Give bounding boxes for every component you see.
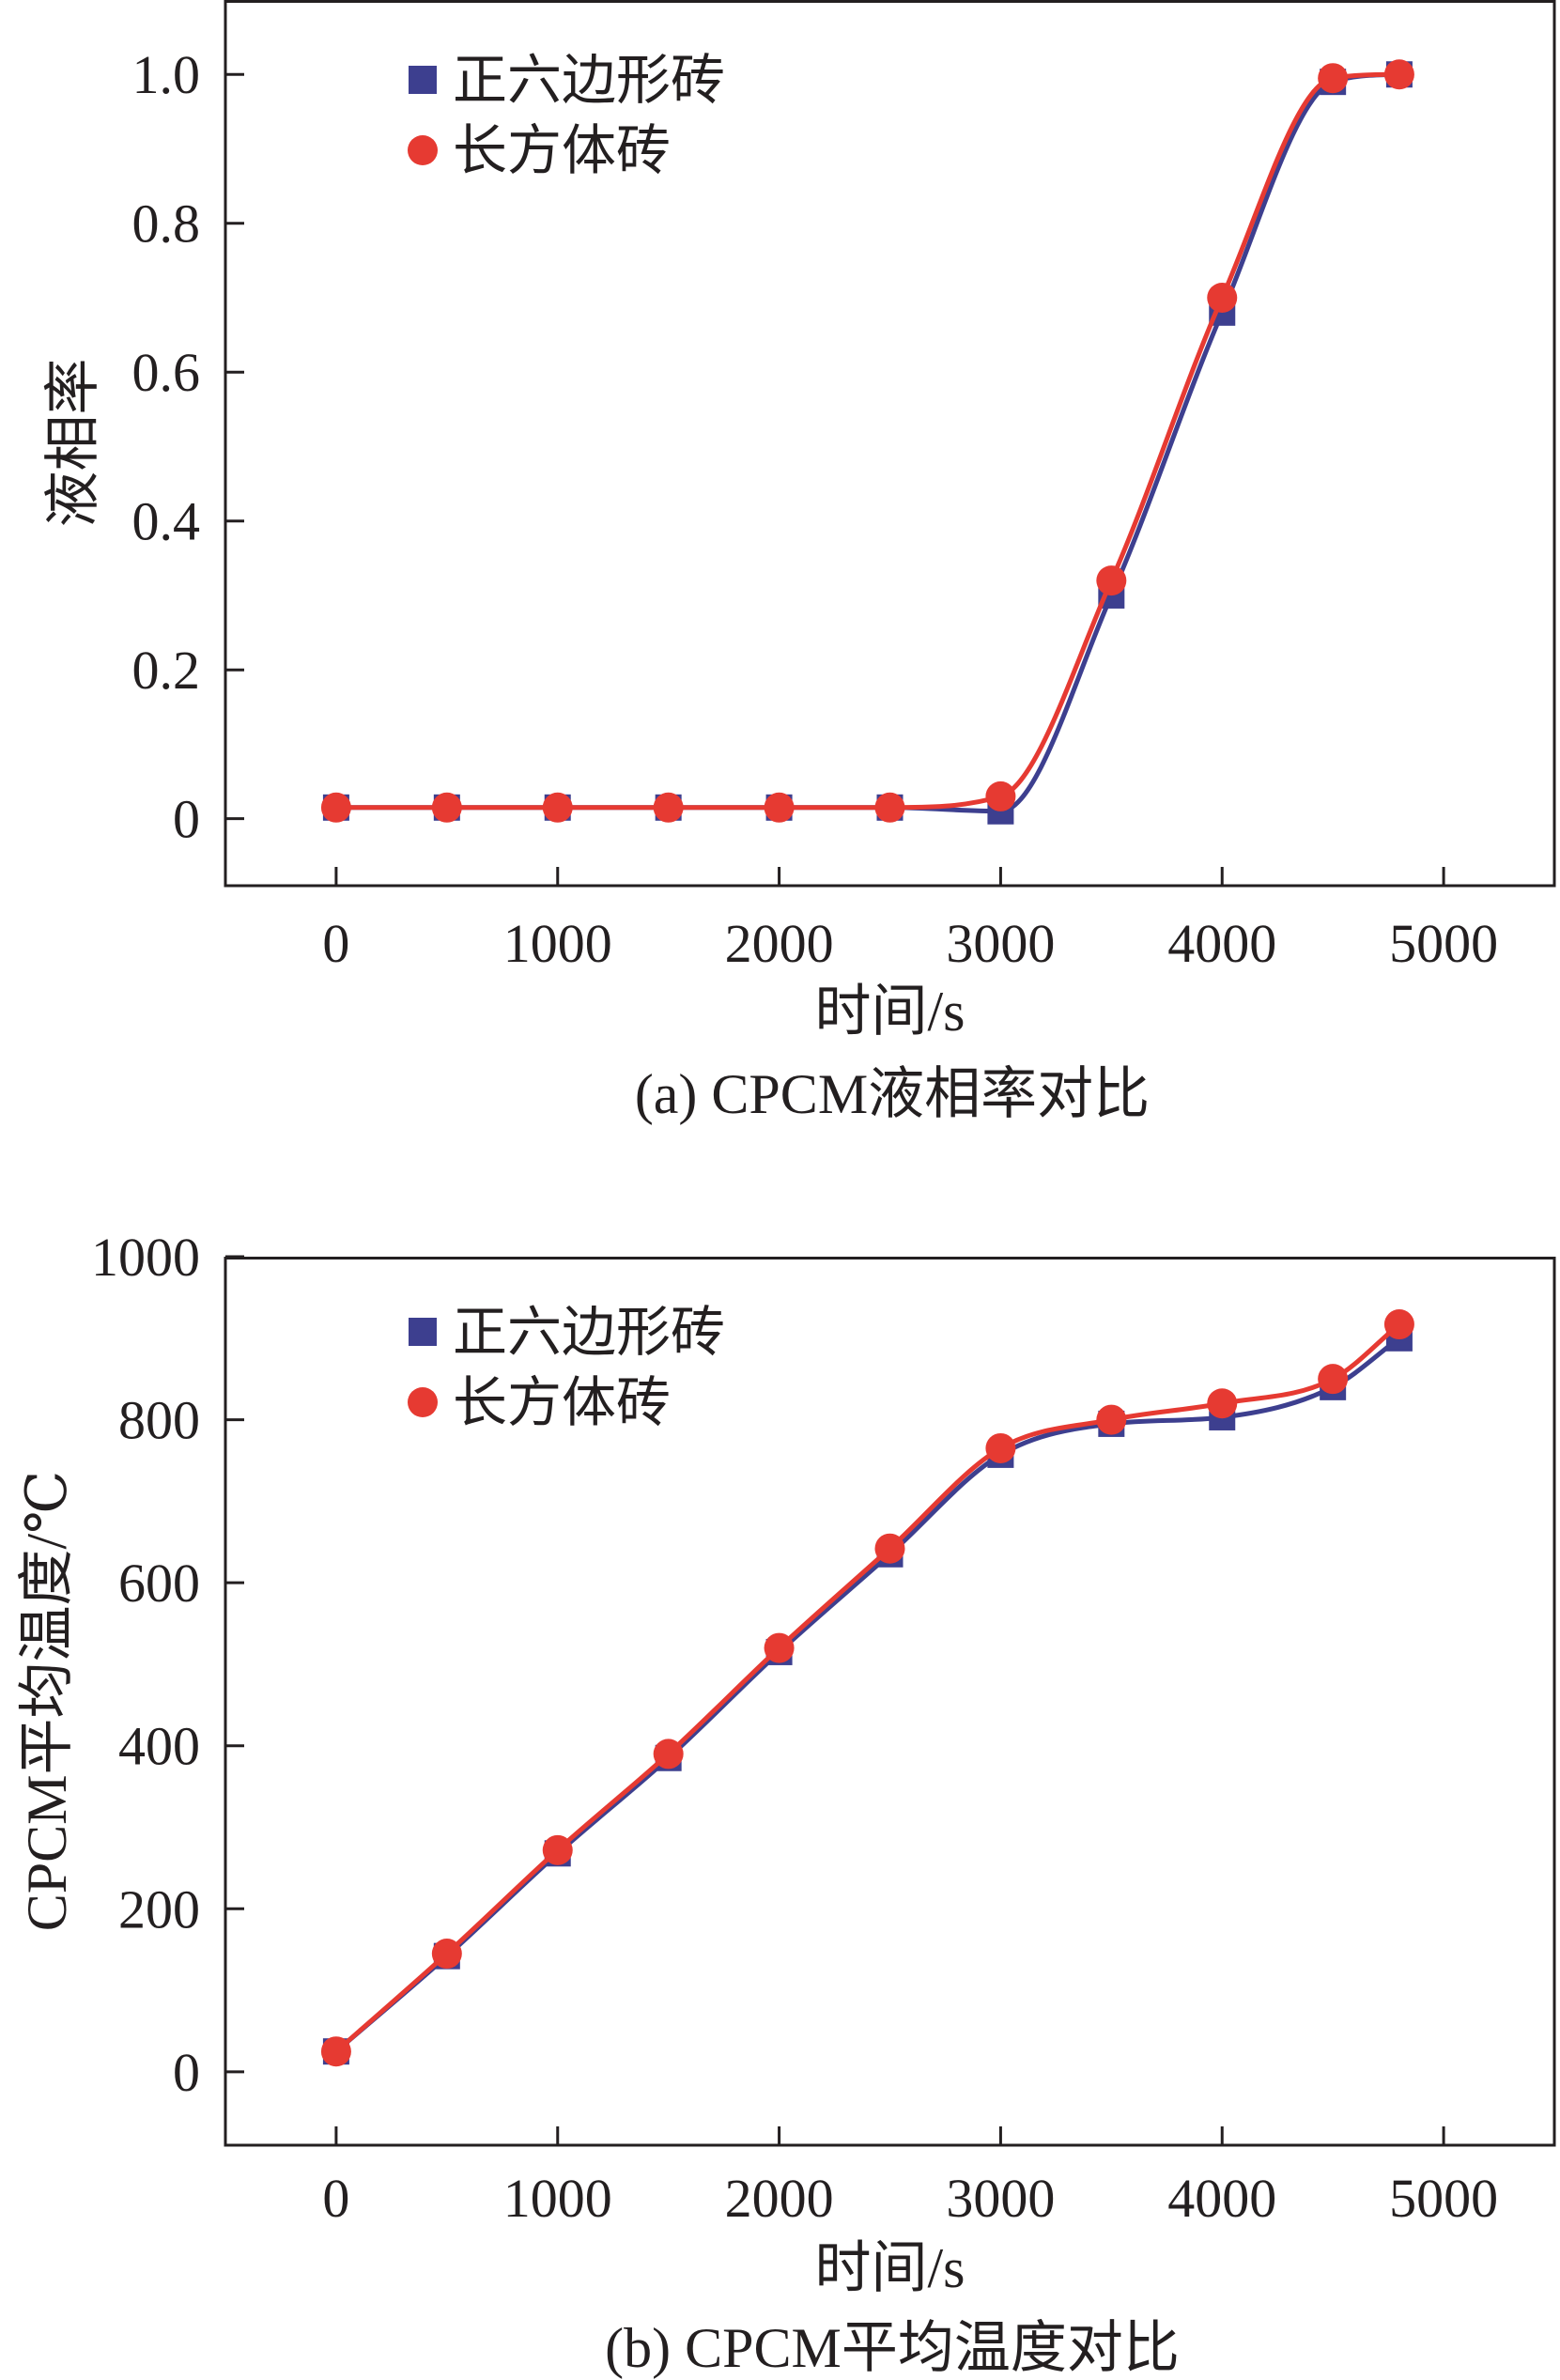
y-tick-label: 1.0 bbox=[132, 44, 201, 105]
chart-caption: (a) CPCM液相率对比 bbox=[635, 1063, 1150, 1125]
data-point-rectangle bbox=[431, 792, 462, 823]
data-point-rectangle bbox=[1383, 1309, 1414, 1340]
x-tick-label: 4000 bbox=[1167, 2168, 1276, 2229]
data-point-rectangle bbox=[1318, 1364, 1349, 1395]
data-point-rectangle bbox=[985, 1432, 1016, 1463]
data-point-rectangle bbox=[320, 2036, 351, 2067]
x-tick-label: 1000 bbox=[503, 2168, 612, 2229]
x-tick-label: 5000 bbox=[1389, 2168, 1498, 2229]
series-line-hexagon bbox=[335, 71, 1400, 814]
legend-label-hexagon: 正六边形砖 bbox=[453, 48, 725, 112]
y-tick-label: 1000 bbox=[91, 1227, 200, 1288]
x-tick-label: 5000 bbox=[1389, 913, 1498, 974]
y-tick-label: 600 bbox=[118, 1553, 200, 1614]
data-point-rectangle bbox=[1096, 565, 1127, 596]
data-point-rectangle bbox=[431, 1939, 462, 1970]
legend-marker-hexagon bbox=[409, 1318, 437, 1346]
x-tick-label: 3000 bbox=[946, 2168, 1055, 2229]
data-point-rectangle bbox=[985, 780, 1016, 811]
data-point-rectangle bbox=[542, 792, 573, 823]
data-point-rectangle bbox=[1318, 63, 1349, 94]
x-axis-label: 时间/s bbox=[814, 981, 965, 1043]
legend-label-hexagon: 正六边形砖 bbox=[453, 1300, 725, 1364]
data-point-rectangle bbox=[1207, 282, 1238, 313]
chart-caption: (b) CPCM平均温度对比 bbox=[605, 2317, 1180, 2379]
x-tick-label: 3000 bbox=[946, 913, 1055, 974]
x-tick-label: 2000 bbox=[725, 2168, 834, 2229]
y-tick-label: 0.8 bbox=[132, 193, 201, 255]
y-tick-label: 0.4 bbox=[132, 491, 201, 552]
plot-frame bbox=[224, 0, 1556, 888]
data-point-rectangle bbox=[1383, 59, 1414, 90]
legend-label-rectangle: 长方体砖 bbox=[453, 118, 671, 182]
data-point-rectangle bbox=[764, 792, 795, 823]
y-axis-label: CPCM平均温度/℃ bbox=[16, 1471, 78, 1932]
y-tick-label: 800 bbox=[118, 1390, 200, 1451]
chart-a-liquid-fraction: 0 1000 2000 3000 4000 5000 0 0.2 0.4 0.6 0.8 1.0 时间/… bbox=[42, 0, 1556, 1125]
data-point-rectangle bbox=[874, 1533, 905, 1564]
y-tick-label: 0 bbox=[173, 789, 200, 850]
legend-label-rectangle: 长方体砖 bbox=[453, 1370, 671, 1434]
x-axis-label: 时间/s bbox=[814, 2237, 965, 2299]
y-tick-label: 0 bbox=[173, 2042, 200, 2103]
y-tick-label: 400 bbox=[118, 1716, 200, 1777]
x-tick-label: 0 bbox=[322, 2168, 349, 2229]
x-tick-label: 0 bbox=[322, 913, 349, 974]
data-point-rectangle bbox=[653, 1739, 684, 1770]
chart-b-average-temperature: 0 1000 2000 3000 4000 5000 0 200 400 600 800 1000 时间… bbox=[16, 1227, 1556, 2379]
y-tick-label: 200 bbox=[118, 1878, 200, 1940]
data-point-rectangle bbox=[320, 792, 351, 823]
x-tick-label: 4000 bbox=[1167, 913, 1276, 974]
x-tick-label: 1000 bbox=[503, 913, 612, 974]
legend-marker-hexagon bbox=[409, 66, 437, 94]
legend-marker-rectangle bbox=[408, 135, 438, 165]
series-line-hexagon bbox=[334, 1336, 1401, 2054]
data-point-rectangle bbox=[542, 1834, 573, 1865]
y-tick-label: 0.2 bbox=[132, 640, 201, 701]
y-axis-label: 液相率 bbox=[42, 359, 104, 528]
legend-marker-rectangle bbox=[408, 1387, 438, 1417]
data-point-rectangle bbox=[764, 1632, 795, 1663]
y-tick-label: 0.6 bbox=[132, 342, 201, 403]
series-line-rectangle bbox=[335, 71, 1399, 811]
data-point-rectangle bbox=[653, 792, 684, 823]
x-tick-label: 2000 bbox=[725, 913, 834, 974]
plot-frame bbox=[224, 1257, 1556, 2147]
data-point-rectangle bbox=[1096, 1404, 1127, 1435]
data-point-rectangle bbox=[874, 792, 905, 823]
data-point-rectangle bbox=[1207, 1388, 1238, 1419]
